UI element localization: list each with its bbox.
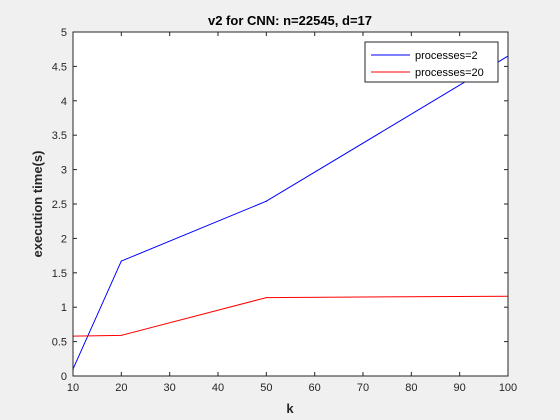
x-tick-label: 30	[164, 382, 176, 394]
x-tick-label: 70	[357, 382, 369, 394]
y-tick-label: 4	[61, 96, 67, 108]
x-tick-label: 20	[115, 382, 127, 394]
y-axis-label: execution time(s)	[30, 151, 45, 258]
x-tick-label: 50	[260, 382, 272, 394]
x-tick-label: 90	[454, 382, 466, 394]
y-tick-label: 3.5	[52, 130, 67, 142]
legend-box	[364, 41, 499, 83]
y-tick-label: 1.5	[52, 268, 67, 280]
x-axis: 10 20 30 40 50 60 70 80 90 100	[67, 32, 517, 394]
legend-entry: processes=2	[415, 50, 478, 62]
data-point	[120, 334, 122, 337]
series-line-1	[72, 55, 509, 370]
x-tick-label: 10	[67, 382, 79, 394]
x-axis-label: k	[286, 401, 294, 416]
x-tick-label: 60	[309, 382, 321, 394]
x-tick-label: 80	[405, 382, 417, 394]
y-tick-label: 0.5	[52, 337, 67, 349]
y-tick-label: 1	[61, 302, 67, 314]
plot-area	[73, 32, 508, 376]
data-point	[265, 296, 267, 299]
legend-entry: processes=20	[415, 67, 484, 79]
legend: processes=2 processes=20	[364, 41, 499, 83]
y-tick-label: 4.5	[52, 61, 67, 73]
y-tick-label: 0	[61, 371, 67, 383]
x-tick-label: 40	[212, 382, 224, 394]
chart-title: v2 for CNN: n=22545, d=17	[208, 13, 372, 28]
y-tick-label: 5	[61, 27, 67, 39]
plot-frame	[72, 31, 509, 377]
x-tick-label: 100	[499, 382, 517, 394]
y-tick-label: 3	[61, 165, 67, 177]
data-point	[120, 260, 122, 262]
y-tick-label: 2	[61, 233, 67, 245]
data-point	[265, 200, 267, 202]
y-tick-label: 2.5	[52, 199, 67, 211]
y-axis: 0 0.5 1 1.5 2 2.5 3 3.5 4 4.5 5	[52, 27, 508, 383]
series-line-2	[72, 295, 509, 337]
